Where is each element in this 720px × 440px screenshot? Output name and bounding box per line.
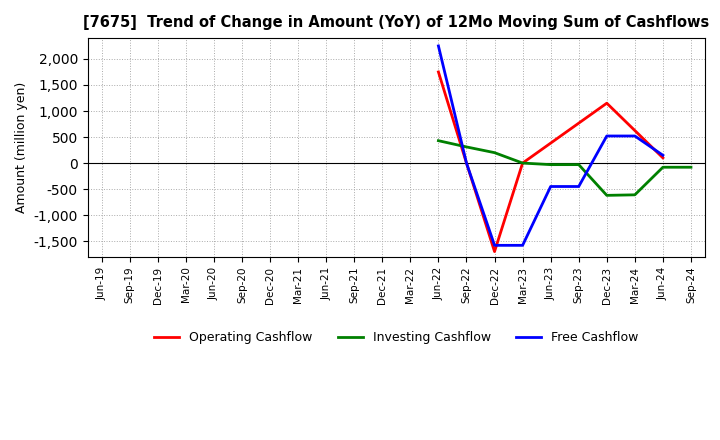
Line: Operating Cashflow: Operating Cashflow [438,72,663,252]
Free Cashflow [603,133,611,139]
Operating Cashflow [462,161,471,166]
Investing Cashflow [631,192,639,198]
Free Cashflow [462,161,471,166]
Free Cashflow [631,133,639,139]
Line: Investing Cashflow: Investing Cashflow [438,141,691,195]
Y-axis label: Amount (million yen): Amount (million yen) [15,82,28,213]
Investing Cashflow [434,138,443,143]
Operating Cashflow [659,155,667,161]
Investing Cashflow [518,161,527,166]
Investing Cashflow [462,144,471,150]
Title: [7675]  Trend of Change in Amount (YoY) of 12Mo Moving Sum of Cashflows: [7675] Trend of Change in Amount (YoY) o… [84,15,709,30]
Free Cashflow [546,184,555,189]
Operating Cashflow [603,101,611,106]
Legend: Operating Cashflow, Investing Cashflow, Free Cashflow: Operating Cashflow, Investing Cashflow, … [149,326,643,349]
Investing Cashflow [575,162,583,167]
Investing Cashflow [659,165,667,170]
Investing Cashflow [603,193,611,198]
Investing Cashflow [490,150,499,155]
Operating Cashflow [518,161,527,166]
Investing Cashflow [546,162,555,167]
Operating Cashflow [434,70,443,75]
Free Cashflow [518,243,527,248]
Free Cashflow [659,153,667,158]
Free Cashflow [490,243,499,248]
Line: Free Cashflow: Free Cashflow [438,46,663,246]
Free Cashflow [434,43,443,48]
Free Cashflow [575,184,583,189]
Investing Cashflow [687,165,696,170]
Operating Cashflow [490,249,499,254]
